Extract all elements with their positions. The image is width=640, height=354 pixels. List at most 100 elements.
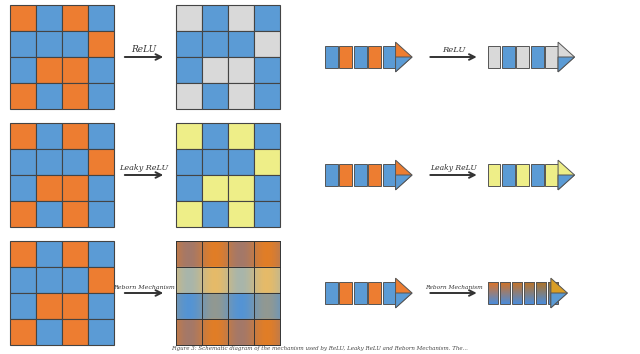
- Bar: [524, 282, 534, 304]
- Bar: [325, 282, 338, 304]
- Text: Leaky ReLU: Leaky ReLU: [120, 164, 168, 172]
- Bar: [536, 282, 546, 304]
- Bar: [254, 175, 280, 201]
- Bar: [202, 83, 228, 109]
- Bar: [62, 5, 88, 31]
- Bar: [368, 282, 381, 304]
- Bar: [36, 149, 62, 175]
- Bar: [10, 267, 36, 293]
- Bar: [488, 282, 498, 304]
- Bar: [254, 83, 280, 109]
- Bar: [368, 164, 381, 186]
- Bar: [176, 201, 202, 227]
- Bar: [325, 164, 338, 186]
- Bar: [176, 149, 202, 175]
- Bar: [10, 149, 36, 175]
- Text: Figure 3: Schematic diagram of the mechanism used by ReLU, Leaky ReLU and Reborn: Figure 3: Schematic diagram of the mecha…: [172, 346, 468, 351]
- Bar: [228, 31, 254, 57]
- Polygon shape: [396, 293, 412, 308]
- Bar: [254, 201, 280, 227]
- Bar: [10, 319, 36, 345]
- Bar: [88, 5, 114, 31]
- Bar: [36, 293, 62, 319]
- Bar: [228, 123, 254, 149]
- Bar: [62, 267, 88, 293]
- Bar: [547, 282, 558, 304]
- Bar: [62, 319, 88, 345]
- Bar: [202, 31, 228, 57]
- Bar: [62, 293, 88, 319]
- Bar: [531, 46, 543, 68]
- Bar: [10, 175, 36, 201]
- Bar: [88, 319, 114, 345]
- Text: Reborn Mechanism: Reborn Mechanism: [113, 285, 175, 290]
- Bar: [62, 57, 88, 83]
- Bar: [228, 175, 254, 201]
- Polygon shape: [396, 57, 412, 72]
- Bar: [36, 175, 62, 201]
- Bar: [354, 282, 367, 304]
- Bar: [339, 164, 353, 186]
- Bar: [325, 46, 338, 68]
- Bar: [354, 164, 367, 186]
- Polygon shape: [396, 160, 412, 190]
- Text: Reborn Mechanism: Reborn Mechanism: [424, 285, 483, 290]
- Bar: [62, 201, 88, 227]
- Bar: [383, 164, 396, 186]
- Bar: [228, 83, 254, 109]
- Bar: [202, 123, 228, 149]
- Bar: [36, 201, 62, 227]
- Bar: [36, 31, 62, 57]
- Bar: [62, 241, 88, 267]
- Bar: [10, 123, 36, 149]
- Bar: [228, 149, 254, 175]
- Polygon shape: [551, 293, 568, 308]
- Bar: [545, 164, 558, 186]
- Bar: [228, 57, 254, 83]
- Bar: [202, 149, 228, 175]
- Bar: [339, 282, 353, 304]
- Bar: [499, 282, 510, 304]
- Bar: [383, 46, 396, 68]
- Bar: [228, 201, 254, 227]
- Polygon shape: [396, 278, 412, 308]
- Bar: [228, 5, 254, 31]
- Bar: [202, 201, 228, 227]
- Text: Leaky ReLU: Leaky ReLU: [430, 164, 477, 172]
- Bar: [62, 123, 88, 149]
- Bar: [488, 164, 500, 186]
- Bar: [368, 46, 381, 68]
- Bar: [254, 5, 280, 31]
- Bar: [10, 201, 36, 227]
- Bar: [10, 31, 36, 57]
- Bar: [176, 31, 202, 57]
- Bar: [176, 57, 202, 83]
- Bar: [488, 46, 500, 68]
- Bar: [10, 83, 36, 109]
- Bar: [36, 83, 62, 109]
- Text: ReLU: ReLU: [442, 46, 465, 54]
- Bar: [88, 175, 114, 201]
- Bar: [36, 57, 62, 83]
- Bar: [383, 282, 396, 304]
- Bar: [502, 164, 515, 186]
- Polygon shape: [551, 278, 568, 308]
- Polygon shape: [558, 175, 575, 190]
- Polygon shape: [558, 160, 575, 190]
- Bar: [176, 83, 202, 109]
- Bar: [88, 241, 114, 267]
- Bar: [88, 57, 114, 83]
- Bar: [10, 241, 36, 267]
- Bar: [516, 164, 529, 186]
- Bar: [531, 164, 543, 186]
- Bar: [10, 293, 36, 319]
- Bar: [339, 46, 353, 68]
- Bar: [354, 46, 367, 68]
- Bar: [62, 149, 88, 175]
- Bar: [88, 267, 114, 293]
- Bar: [202, 175, 228, 201]
- Bar: [254, 57, 280, 83]
- Bar: [88, 201, 114, 227]
- Bar: [176, 5, 202, 31]
- Bar: [511, 282, 522, 304]
